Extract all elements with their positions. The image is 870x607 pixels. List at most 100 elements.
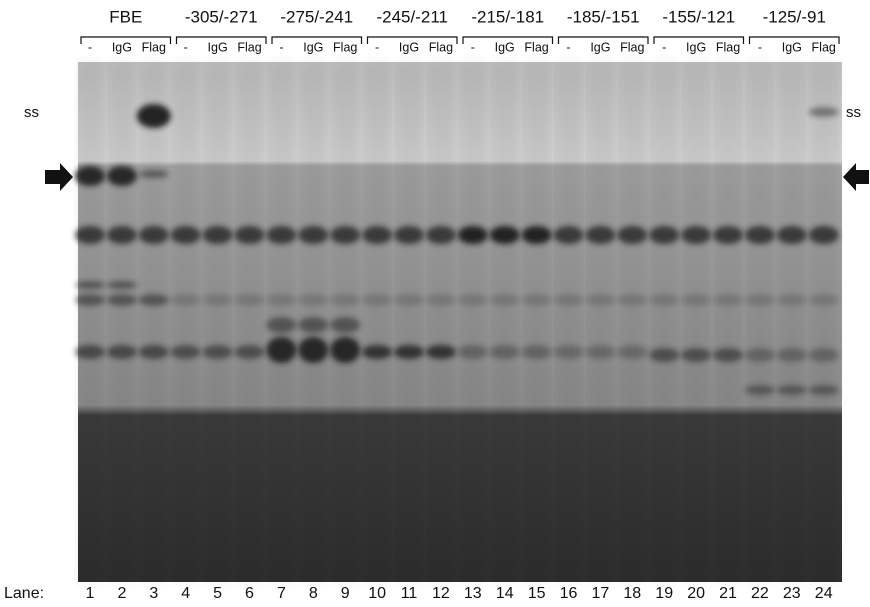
band (298, 294, 329, 306)
lane-number: 9 (341, 585, 350, 602)
band (202, 226, 233, 244)
lane-number: 12 (432, 585, 450, 602)
band (649, 348, 680, 362)
band (553, 226, 584, 244)
condition-label: IgG (782, 40, 802, 54)
lane-number: 14 (496, 585, 514, 602)
lane-streak (618, 62, 647, 582)
condition-label: IgG (590, 40, 610, 54)
lane-streak (554, 62, 583, 582)
lane-streak (76, 62, 104, 582)
band (106, 281, 137, 289)
lane-streak (139, 62, 168, 582)
band (75, 166, 105, 186)
group-label: -125/-91 (763, 7, 826, 26)
lane-number: 23 (783, 585, 801, 602)
band (489, 226, 520, 244)
band (298, 317, 329, 333)
band (776, 226, 807, 244)
condition-label: Flag (142, 40, 166, 54)
band (776, 348, 807, 362)
lane-number: 13 (464, 585, 482, 602)
lane-streak (586, 62, 615, 582)
condition-label: - (279, 40, 283, 54)
band (744, 385, 775, 395)
band (553, 294, 584, 306)
band (585, 345, 616, 359)
band (808, 294, 839, 306)
band (170, 345, 201, 359)
lane-streak (171, 62, 200, 582)
band (170, 226, 201, 244)
group-label: -155/-121 (662, 7, 735, 26)
band (457, 294, 488, 306)
band (681, 348, 712, 362)
condition-label: Flag (429, 40, 453, 54)
lane-number: 7 (277, 585, 286, 602)
band (394, 345, 424, 359)
lane-streak (682, 62, 711, 582)
lane-streak (522, 62, 551, 582)
lane-streak (490, 62, 519, 582)
band (713, 294, 743, 306)
band (713, 348, 743, 362)
arrow-right (843, 163, 869, 191)
lane-number: 19 (655, 585, 673, 602)
band (234, 226, 265, 244)
group-bracket (175, 36, 267, 44)
condition-label: - (566, 40, 570, 54)
band (75, 294, 105, 306)
band (457, 345, 488, 359)
condition-label: IgG (208, 40, 228, 54)
lane-number: 2 (117, 585, 126, 602)
lane-number: 4 (181, 585, 190, 602)
condition-label: Flag (524, 40, 548, 54)
lane-streak (363, 62, 392, 582)
band (234, 345, 265, 359)
band (298, 226, 329, 244)
group-label: -275/-241 (280, 7, 353, 26)
band (617, 226, 648, 244)
band (457, 226, 488, 244)
arrow-left (45, 163, 73, 191)
band (553, 345, 584, 359)
band (170, 294, 201, 306)
lane-number: 6 (245, 585, 254, 602)
group-bracket (462, 36, 554, 44)
lane-streak (809, 62, 838, 582)
lane-streak (458, 62, 487, 582)
band (75, 345, 105, 359)
lane-number: 22 (751, 585, 769, 602)
band (808, 226, 839, 244)
band (362, 345, 393, 359)
band (106, 345, 137, 359)
band (521, 345, 552, 359)
band (649, 226, 680, 244)
band (106, 294, 137, 306)
lane-label: Lane: (4, 585, 44, 602)
band (776, 385, 807, 395)
band (202, 294, 233, 306)
band (681, 294, 712, 306)
lane-streak (777, 62, 806, 582)
group-bracket (366, 36, 458, 44)
lane-streak (395, 62, 423, 582)
lane-number: 16 (560, 585, 578, 602)
band (808, 348, 839, 362)
band (808, 385, 839, 395)
band (425, 294, 456, 306)
band (138, 345, 169, 359)
band (585, 294, 616, 306)
band (617, 345, 648, 359)
band (649, 294, 680, 306)
condition-label: - (184, 40, 188, 54)
lane-number: 21 (719, 585, 737, 602)
condition-label: IgG (112, 40, 132, 54)
condition-label: IgG (399, 40, 419, 54)
condition-label: Flag (620, 40, 644, 54)
condition-label: - (758, 40, 762, 54)
group-bracket (653, 36, 745, 44)
lane-streak (714, 62, 742, 582)
band (266, 337, 297, 363)
lane-number: 20 (687, 585, 705, 602)
